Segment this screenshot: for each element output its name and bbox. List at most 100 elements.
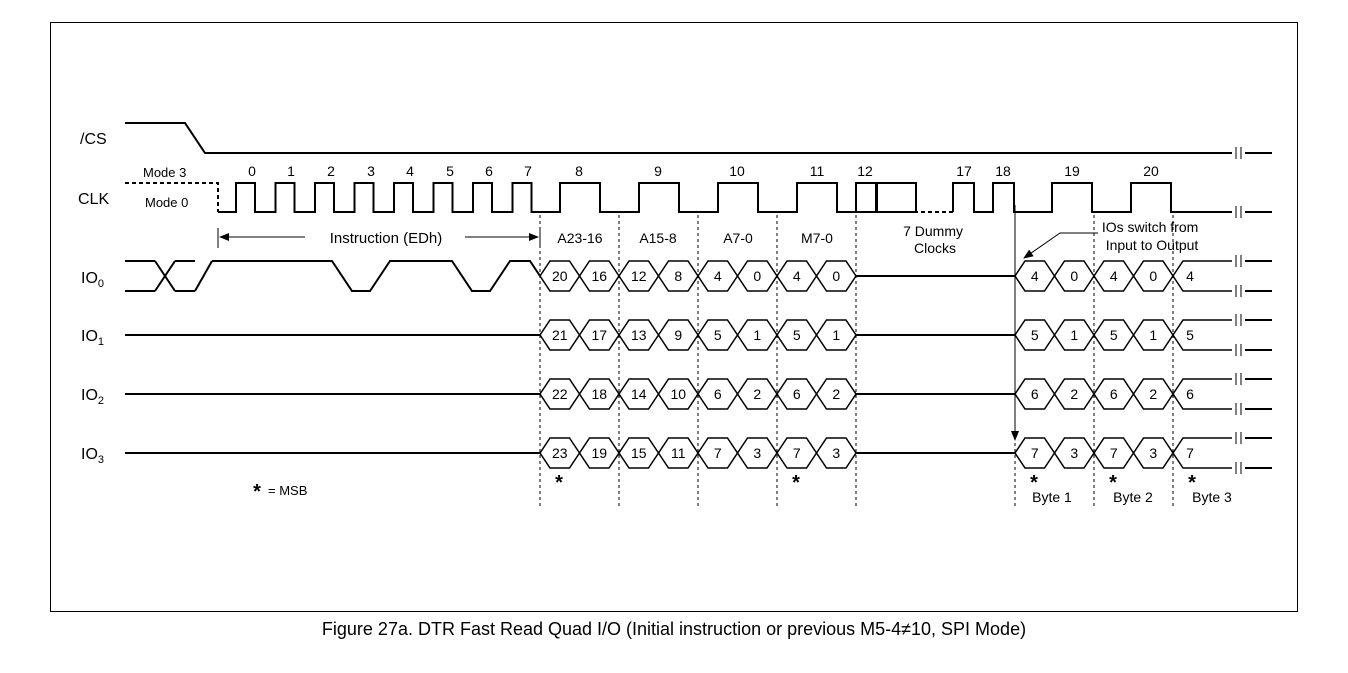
msb-legend-star: * [253,481,261,503]
io2-data-label: 2 [753,386,761,402]
io2-data-label: 6 [714,386,722,402]
io2-data-label: 14 [631,386,647,402]
io2-data-label: 6 [1031,386,1039,402]
io0-instruction-waveform [125,260,541,292]
io3-final-bottom [1172,452,1232,469]
io1-data-label: 1 [1149,327,1157,343]
clock-number: 7 [524,163,532,179]
io1-data-label: 1 [832,327,840,343]
io3-data-label: 7 [1110,445,1118,461]
io0-data-label: 4 [1031,268,1039,284]
io1-label: IO1 [81,328,104,348]
byte2-label: Byte 2 [1113,489,1153,505]
io3-data-label: 3 [753,445,761,461]
io2-final-bottom [1172,393,1232,410]
io2-data-label: 2 [1149,386,1157,402]
io1-data-label: 5 [1110,327,1118,343]
io3-data-label: 19 [591,445,607,461]
io3-data-label: 3 [832,445,840,461]
io2-label: IO2 [81,387,104,407]
clock-number: 18 [995,163,1011,179]
io3-data-label: 7 [714,445,722,461]
phase-label: A15-8 [639,230,677,246]
mode3-label: Mode 3 [143,165,186,180]
io0-data-label: 4 [1110,268,1118,284]
phase-label: A7-0 [723,230,753,246]
io-switch-label: IOs switch from Input to Output [1102,219,1202,253]
phase-label: M7-0 [801,230,833,246]
io1-data-label: 1 [753,327,761,343]
io0-data-label: 0 [832,268,840,284]
clock-number: 2 [327,163,335,179]
msb-star-5: * [1188,472,1196,494]
clock-number: 8 [575,163,583,179]
io0-data-label: 0 [1149,268,1157,284]
io3-data-label: 15 [631,445,647,461]
io2-data-label: 22 [552,386,568,402]
byte1-label: Byte 1 [1032,489,1072,505]
io2-final-top [1172,378,1232,395]
clock-number: 6 [485,163,493,179]
msb-star-4: * [1109,472,1117,494]
io2-data-label: 6 [793,386,801,402]
io0-data-label: 0 [753,268,761,284]
msb-star-3: * [1030,472,1038,494]
io3-label: IO3 [81,446,104,466]
clock-number: 5 [446,163,454,179]
io3-data-label: 7 [1031,445,1039,461]
instruction-span [217,228,541,248]
io3-data-label: 7 [1186,445,1194,461]
io0-data-label: 4 [793,268,801,284]
io2-data-label: 6 [1110,386,1118,402]
msb-star-2: * [792,472,800,494]
mode0-label: Mode 0 [145,195,188,210]
io0-label: IO0 [81,270,104,290]
io0-data-label: 4 [1186,268,1194,284]
byte3-label: Byte 3 [1192,489,1232,505]
clock-number: 11 [810,163,825,179]
io1-data-label: 5 [793,327,801,343]
clock-number: 0 [248,163,256,179]
io1-final-top [1172,319,1232,336]
clock-numbers: 0 1 2 3 4 5 6 7 8 9 10 11 12 17 18 19 20 [248,163,1159,179]
io3-data-label: 3 [1070,445,1078,461]
dummy-label: 7 Dummy Clocks [903,223,967,256]
io3-data-label: 7 [793,445,801,461]
io1-data-label: 1 [1070,327,1078,343]
phase-labels: A23-16 A15-8 A7-0 M7-0 [557,230,833,246]
io2-data-label: 18 [591,386,607,402]
io0-data-label: 20 [552,268,568,284]
clock-number: 3 [367,163,375,179]
io1-data-label: 5 [714,327,722,343]
mode3-dashed-clock [125,182,219,212]
io1-data-label: 17 [591,327,607,343]
clock-number: 1 [287,163,295,179]
phase-label: A23-16 [557,230,602,246]
io3-final-top [1172,437,1232,454]
io3-data-label: 11 [671,445,686,461]
io0-data-label: 8 [674,268,682,284]
clock-number: 12 [857,163,873,179]
clock-number: 17 [956,163,972,179]
diagram-frame [50,22,1298,612]
clock-number: 10 [729,163,745,179]
instruction-label: Instruction (EDh) [330,230,443,247]
io2-data-label: 2 [1070,386,1078,402]
cs-label: /CS [80,131,107,148]
io0-data-label: 12 [631,268,647,284]
io1-data-label: 5 [1186,327,1194,343]
io-data-cells: 20 16 12 8 4 0 4 0 4 0 4 0 421 17 13 9 5 1 5 1 5 1 5 1 522 18 14 10… [125,255,1272,474]
clock-number: 20 [1143,163,1159,179]
io2-data-label: 10 [670,386,686,402]
io-switch-arrow [1023,232,1098,259]
figure-caption: Figure 27a. DTR Fast Read Quad I/O (Init… [321,619,1027,639]
io0-data-label: 16 [591,268,607,284]
io0-data-label: 4 [714,268,722,284]
io0-data-label: 0 [1070,268,1078,284]
io3-data-label: 23 [552,445,568,461]
io1-final-bottom [1172,334,1232,351]
clock-number: 9 [654,163,662,179]
clock-number: 4 [406,163,414,179]
msb-legend-text: = MSB [268,483,307,498]
